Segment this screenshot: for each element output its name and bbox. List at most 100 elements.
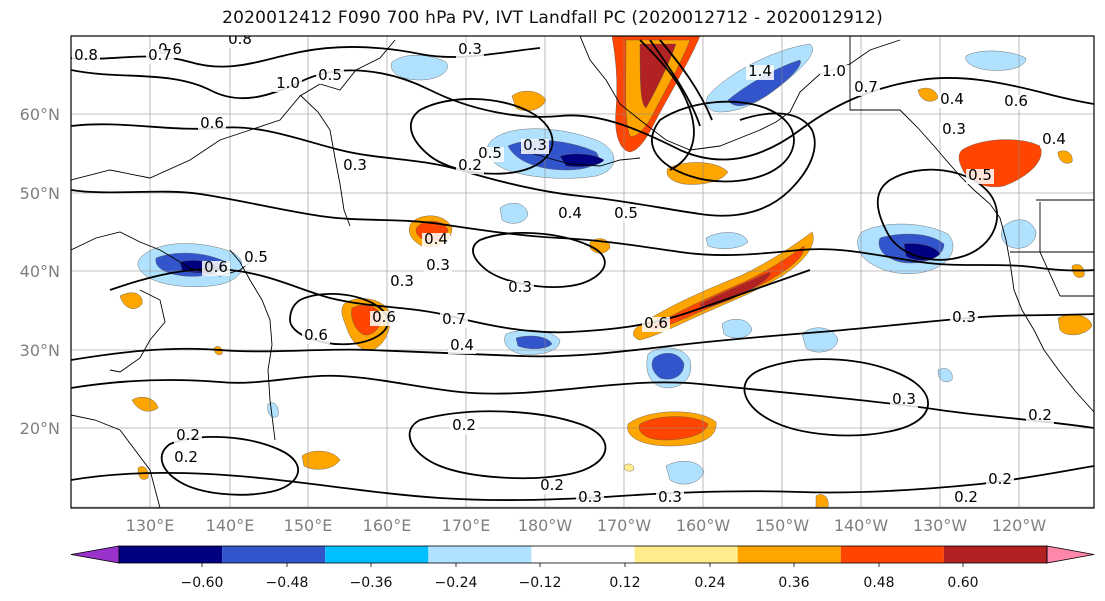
contour-label: 0.6 [372, 308, 396, 326]
ivt-shaded-region [511, 90, 547, 111]
contour-label: 0.3 [523, 136, 547, 154]
colorbar-segment [428, 546, 532, 563]
contour-label-bg [198, 117, 226, 132]
colorbar-segment [531, 546, 635, 563]
contour-label-bg [966, 169, 994, 184]
contour-label: 0.4 [450, 336, 474, 354]
colorbar-segment [840, 546, 944, 563]
ivt-shaded-region [699, 271, 771, 308]
longitude-label: 150°W [755, 516, 810, 535]
contour-label: 0.4 [558, 204, 582, 222]
ivt-shaded-region [119, 292, 143, 309]
contour-label: 0.6 [204, 258, 228, 276]
contour-label-bg [506, 281, 534, 296]
contour-label-bg [538, 479, 566, 494]
contour-label: 0.2 [458, 156, 482, 174]
colorbar-extend-low [70, 545, 120, 564]
map-title: 2020012412 F090 700 hPa PV, IVT Landfall… [222, 8, 883, 28]
contour-label-bg [576, 491, 604, 506]
longitude-label: 150°E [284, 516, 333, 535]
contour-label: 1.0 [822, 62, 846, 80]
longitude-label: 140°E [206, 516, 255, 535]
colorbar-tick-label: −0.24 [435, 575, 478, 591]
longitude-label: 130°W [913, 516, 968, 535]
colorbar-tick-label: −0.36 [350, 575, 393, 591]
contour-label-bg [1026, 409, 1054, 424]
contour-label-bg [1002, 95, 1030, 110]
longitude-label: 120°W [992, 516, 1047, 535]
contour-label-bg [242, 251, 270, 266]
contour-label: 0.6 [1004, 92, 1028, 110]
colorbar-segment [119, 546, 223, 563]
ivt-shaded-region [1057, 150, 1073, 164]
contour-label-bg [1040, 133, 1068, 148]
contour-label-bg [450, 419, 478, 434]
ivt-shaded-region [499, 203, 529, 224]
colorbar-tick-label: −0.48 [266, 575, 309, 591]
contour-label: 0.2 [176, 426, 200, 444]
contour-label: 0.3 [343, 156, 367, 174]
contour-label-bg [938, 93, 966, 108]
longitude-label: 130°E [126, 516, 175, 535]
contour-label: 0.2 [954, 488, 978, 506]
colorbar: −0.60 −0.48 −0.36 −0.24 −0.12 0.12 0.24 0.36 0.4… [70, 545, 1095, 591]
contour-label: 0.2 [540, 476, 564, 494]
contour-label: 0.3 [426, 256, 450, 274]
colorbar-tick-label: 0.12 [609, 575, 640, 591]
longitude-label: 160°E [363, 516, 412, 535]
contour-label: 0.5 [614, 204, 638, 222]
contour-label-bg [146, 49, 174, 64]
latitude-label: 40°N [20, 262, 60, 281]
contour-label: 0.7 [148, 46, 172, 64]
contour-label: 0.2 [1028, 406, 1052, 424]
contour-label: 0.5 [478, 144, 502, 162]
ivt-shaded-region [801, 327, 839, 353]
colorbar-segment [634, 546, 738, 563]
ivt-shaded-region [651, 353, 685, 380]
longitude-label: 180°W [518, 516, 573, 535]
contour-label-bg [890, 393, 918, 408]
ivt-shaded-region [649, 245, 805, 330]
contour-label: 0.5 [244, 248, 268, 266]
contour-label: 0.5 [968, 166, 992, 184]
contour-label: 0.3 [952, 308, 976, 326]
contour-label-bg [612, 207, 640, 222]
contour-label-bg [642, 317, 670, 332]
colorbar-segment [943, 546, 1047, 563]
contour-label-bg [952, 491, 980, 506]
ivt-shaded-region [559, 153, 605, 167]
contour-label-bg [341, 159, 369, 174]
contour-label-bg [556, 207, 584, 222]
ivt-shading-layer [119, 36, 1093, 508]
contour-label-bg [202, 261, 230, 276]
gridlines [71, 36, 1094, 508]
contour-label-bg [440, 313, 468, 328]
contour-label-bg [940, 123, 968, 138]
contour-label: 0.5 [318, 66, 342, 84]
contour-label-bg [388, 275, 416, 290]
contour-label-bg [174, 429, 202, 444]
ivt-shaded-region [267, 402, 279, 418]
ivt-shaded-region [665, 461, 705, 485]
contour-label-bg [456, 159, 484, 174]
contour-label-bg [986, 473, 1014, 488]
contour-label-bg [274, 77, 302, 92]
contour-label-bg [820, 65, 848, 80]
ivt-shaded-region [391, 55, 448, 81]
contour-label-bg [448, 339, 476, 354]
colorbar-border [118, 545, 1048, 564]
longitude-labels: 130°E 140°E 150°E 160°E 170°E 180°W 170°W 160°W… [126, 516, 1047, 535]
contour-label: 0.2 [174, 448, 198, 466]
contour-label-bg [656, 491, 684, 506]
longitude-label: 140°W [834, 516, 889, 535]
contour-label: 0.7 [854, 78, 878, 96]
ivt-shaded-region [515, 335, 553, 349]
colorbar-extend-high [1046, 545, 1095, 564]
ivt-shaded-region [623, 463, 635, 472]
latitude-label: 60°N [20, 105, 60, 124]
contour-label: 0.8 [74, 46, 98, 64]
ivt-shaded-region [301, 450, 341, 470]
contour-label: 0.3 [892, 390, 916, 408]
contour-label: 0.2 [988, 470, 1012, 488]
contour-label: 0.3 [942, 120, 966, 138]
